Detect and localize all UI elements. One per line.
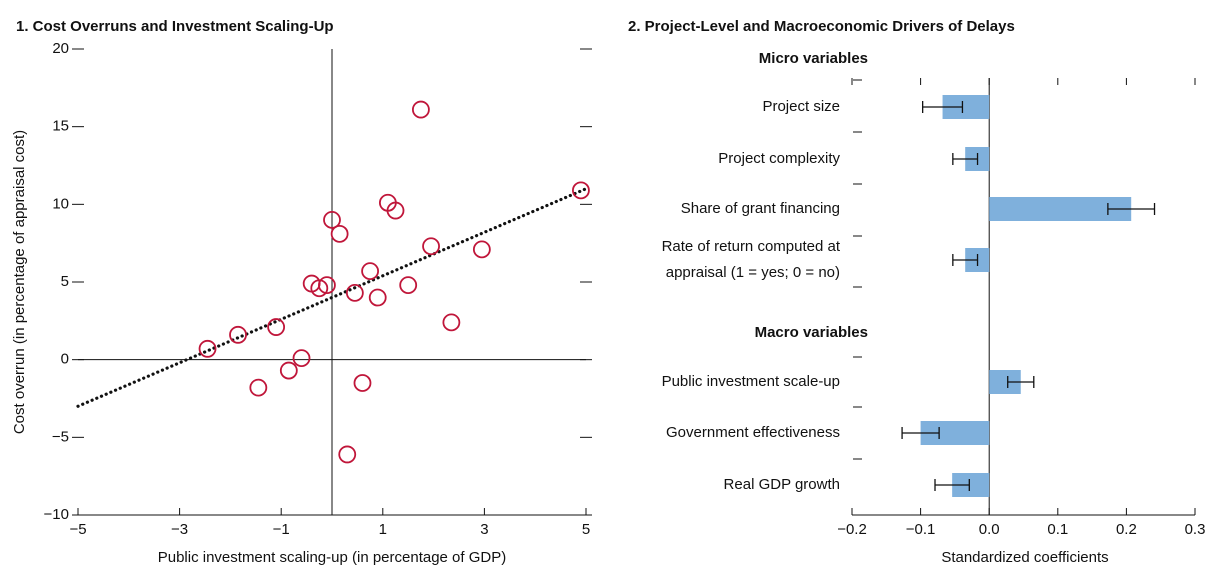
- point: [361, 262, 380, 281]
- error-bar: [1107, 203, 1156, 215]
- x-tick-label: −0.1: [906, 521, 936, 538]
- x-tick-label: −1: [273, 521, 290, 538]
- point: [422, 237, 440, 256]
- point: [368, 288, 387, 307]
- point: [345, 283, 364, 302]
- point: [267, 318, 286, 336]
- y-tick-label: 5: [61, 273, 69, 290]
- category-label: Share of grant financing: [681, 200, 840, 217]
- point: [279, 361, 298, 380]
- chart-title: 1. Cost Overruns and Investment Scaling-…: [16, 18, 334, 35]
- point: [249, 378, 268, 397]
- x-tick-label: −0.2: [837, 521, 867, 538]
- x-tick-label: 0.1: [1047, 521, 1068, 538]
- x-tick-label: −3: [171, 521, 188, 538]
- point: [386, 201, 405, 220]
- y-axis-label: Cost overrun (in percentage of appraisal…: [11, 130, 28, 434]
- point: [411, 100, 430, 119]
- point: [353, 374, 372, 392]
- point: [292, 349, 311, 368]
- point: [318, 276, 336, 295]
- x-tick-label: 0.0: [979, 521, 1000, 538]
- chart-title: 2. Project-Level and Macroeconomic Drive…: [628, 18, 1015, 35]
- point: [198, 339, 217, 358]
- category-label: Real GDP growth: [724, 476, 840, 493]
- error-bar: [922, 101, 964, 113]
- error-bar: [901, 427, 940, 439]
- group-header: Macro variables: [755, 324, 868, 341]
- category-label: appraisal (1 = yes; 0 = no): [666, 264, 840, 281]
- point: [399, 276, 418, 295]
- category-label: Government effectiveness: [666, 424, 840, 441]
- category-label: Public investment scale-up: [662, 373, 840, 390]
- error-bar: [952, 153, 979, 165]
- x-tick-label: 1: [379, 521, 387, 538]
- point: [310, 279, 329, 298]
- x-axis-label: Public investment scaling-up (in percent…: [158, 549, 507, 566]
- group-header: Micro variables: [759, 50, 868, 67]
- y-tick-label: −10: [44, 506, 69, 523]
- point: [338, 445, 357, 464]
- point: [330, 224, 349, 243]
- point: [229, 325, 247, 344]
- y-tick-label: 0: [61, 351, 69, 368]
- category-label: Rate of return computed at: [662, 238, 841, 255]
- y-tick-label: −5: [52, 428, 69, 445]
- category-label: Project complexity: [718, 150, 840, 167]
- x-tick-label: 5: [582, 521, 590, 538]
- y-tick-label: 15: [52, 118, 69, 135]
- x-tick-label: 0.3: [1185, 521, 1206, 538]
- x-tick-label: 3: [480, 521, 488, 538]
- x-tick-label: 0.2: [1116, 521, 1137, 538]
- trend-line: [76, 187, 588, 408]
- point: [442, 313, 461, 332]
- y-tick-label: 20: [52, 40, 69, 57]
- x-axis-label: Standardized coefficients: [941, 549, 1108, 566]
- category-label: Project size: [762, 98, 840, 115]
- error-bar: [1007, 376, 1035, 388]
- error-bar: [952, 254, 979, 266]
- point: [572, 181, 590, 200]
- point: [472, 240, 491, 259]
- point: [323, 210, 341, 229]
- error-bar: [934, 479, 970, 491]
- y-tick-label: 10: [52, 195, 69, 212]
- x-tick-label: −5: [69, 521, 86, 538]
